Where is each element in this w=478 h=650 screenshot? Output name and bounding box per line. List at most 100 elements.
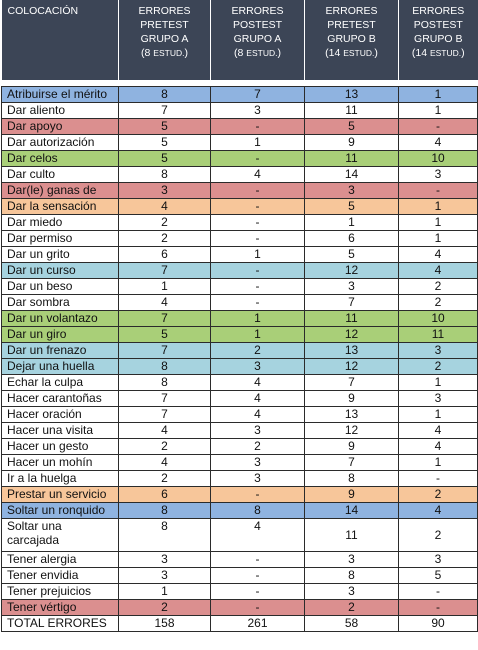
error-count-b-pre: 14 xyxy=(304,166,399,183)
collocation-label: Soltar un ronquido xyxy=(1,502,119,519)
error-count-b-pre: 3 xyxy=(304,182,399,199)
error-count-a-pre: 1 xyxy=(118,278,211,295)
error-count-b-post: 4 xyxy=(398,246,478,263)
error-count-a-post: - xyxy=(210,182,305,199)
error-count-b-post: - xyxy=(398,118,478,135)
collocation-label: Dejar una huella xyxy=(1,358,119,375)
error-count-b-pre: 12 xyxy=(304,326,399,343)
error-count-a-post: 1 xyxy=(210,246,305,263)
error-count-b-pre: 3 xyxy=(304,278,399,295)
error-count-b-post: 10 xyxy=(398,310,478,327)
table-row: Ir a la huelga 2 3 8- xyxy=(1,470,478,487)
table-row: Dar un curso 7-12 4 xyxy=(1,262,478,279)
header-a-postest: ERRORES POSTEST GRUPO A (8 ESTUD.) xyxy=(210,0,305,80)
error-count-a-post: 4 xyxy=(210,374,305,391)
table-row: Tener vértigo 2-2- xyxy=(1,599,478,616)
error-count-a-pre: 5 xyxy=(118,118,211,135)
error-count-a-pre: 7 xyxy=(118,406,211,423)
error-count-b-pre: 5 xyxy=(304,198,399,215)
table-row: Dar celos 5-11 10 xyxy=(1,150,478,167)
table-row: Prestar un servicio 6-9 2 xyxy=(1,486,478,503)
error-count-b-pre: 11 xyxy=(304,310,399,327)
error-count-b-pre: 2 xyxy=(304,599,399,616)
error-count-a-pre: 5 xyxy=(118,134,211,151)
error-count-a-pre: 7 xyxy=(118,102,211,119)
table-row: Dar un frenazo 7 2 13 3 xyxy=(1,342,478,359)
collocation-label: Dar sombra xyxy=(1,294,119,311)
header-a-pretest: ERRORES PRETEST GRUPO A (8 ESTUD.) xyxy=(118,0,211,80)
table-row: Dar culto 8 4 14 3 xyxy=(1,166,478,183)
collocation-label: Tener envidia xyxy=(1,567,119,584)
error-count-b-post: 4 xyxy=(398,262,478,279)
error-count-b-post: 1 xyxy=(398,214,478,231)
table-row: Dar autorización 5 1 9 4 xyxy=(1,134,478,151)
total-a-post: 261 xyxy=(210,615,305,632)
error-count-b-post: 4 xyxy=(398,438,478,455)
total-a-pre: 158 xyxy=(118,615,211,632)
error-count-a-pre: 1 xyxy=(118,583,211,600)
error-count-b-pre: 12 xyxy=(304,358,399,375)
header-spacer xyxy=(1,80,478,87)
error-count-a-post: 3 xyxy=(210,470,305,487)
collocation-label: Dar apoyo xyxy=(1,118,119,135)
table-row: Dar un volantazo 7 1 11 10 xyxy=(1,310,478,327)
error-count-a-post: 2 xyxy=(210,438,305,455)
error-count-b-post: 2 xyxy=(398,358,478,375)
table-row: Soltar un ronquido 8 8 14 4 xyxy=(1,502,478,519)
error-count-a-pre: 7 xyxy=(118,342,211,359)
error-count-a-pre: 3 xyxy=(118,567,211,584)
error-count-a-pre: 7 xyxy=(118,262,211,279)
error-count-b-pre: 13 xyxy=(304,86,399,103)
error-count-b-post: - xyxy=(398,182,478,199)
error-count-b-pre: 5 xyxy=(304,118,399,135)
error-count-a-post: - xyxy=(210,551,305,568)
error-count-b-pre: 11 xyxy=(304,518,399,552)
error-count-b-pre: 13 xyxy=(304,406,399,423)
error-count-a-post: 4 xyxy=(210,166,305,183)
error-count-b-pre: 9 xyxy=(304,438,399,455)
error-count-b-pre: 8 xyxy=(304,567,399,584)
total-row: TOTAL ERRORES 158 261 58 90 xyxy=(1,615,478,632)
error-count-b-post: 3 xyxy=(398,342,478,359)
header-b-pretest: ERRORES PRETEST GRUPO B (14 ESTUD.) xyxy=(304,0,399,80)
table-row: Dar sombra 4-7 2 xyxy=(1,294,478,311)
error-count-b-pre: 7 xyxy=(304,374,399,391)
collocation-label: Soltar una carcajada xyxy=(1,518,119,552)
error-count-a-post: 3 xyxy=(210,102,305,119)
error-count-b-pre: 9 xyxy=(304,134,399,151)
table-header-row: COLOCACIÓN ERRORES PRETEST GRUPO A (8 ES… xyxy=(1,0,478,80)
error-count-b-pre: 3 xyxy=(304,551,399,568)
total-b-pre: 58 xyxy=(304,615,399,632)
error-count-b-pre: 7 xyxy=(304,294,399,311)
collocation-label: Dar un beso xyxy=(1,278,119,295)
error-count-a-post: 3 xyxy=(210,422,305,439)
table-row: Dar un beso 1-3 2 xyxy=(1,278,478,295)
collocation-label: Tener prejuicios xyxy=(1,583,119,600)
error-count-a-post: - xyxy=(210,198,305,215)
table-row: Echar la culpa 8 4 7 1 xyxy=(1,374,478,391)
table-row: Dar(le) ganas de 3-3- xyxy=(1,182,478,199)
error-count-a-pre: 8 xyxy=(118,166,211,183)
error-count-a-post: - xyxy=(210,583,305,600)
collocation-errors-table: COLOCACIÓN ERRORES PRETEST GRUPO A (8 ES… xyxy=(1,0,478,632)
error-count-a-post: 8 xyxy=(210,502,305,519)
error-count-b-post: 2 xyxy=(398,518,478,552)
error-count-a-post: - xyxy=(210,486,305,503)
error-count-b-post: 1 xyxy=(398,374,478,391)
error-count-a-pre: 2 xyxy=(118,214,211,231)
table-row: Hacer un mohín 4 3 7 1 xyxy=(1,454,478,471)
error-count-a-post: - xyxy=(210,599,305,616)
collocation-label: Hacer un mohín xyxy=(1,454,119,471)
error-count-a-post: 7 xyxy=(210,86,305,103)
error-count-a-pre: 2 xyxy=(118,599,211,616)
error-count-b-post: 1 xyxy=(398,406,478,423)
error-count-a-pre: 3 xyxy=(118,182,211,199)
collocation-label: Dar celos xyxy=(1,150,119,167)
error-count-b-post: 3 xyxy=(398,166,478,183)
error-count-b-post: 3 xyxy=(398,551,478,568)
error-count-a-post: 4 xyxy=(210,390,305,407)
error-count-a-pre: 6 xyxy=(118,246,211,263)
collocation-label: Hacer una visita xyxy=(1,422,119,439)
header-b-postest: ERRORES POSTEST GRUPO B (14 ESTUD.) xyxy=(398,0,478,80)
